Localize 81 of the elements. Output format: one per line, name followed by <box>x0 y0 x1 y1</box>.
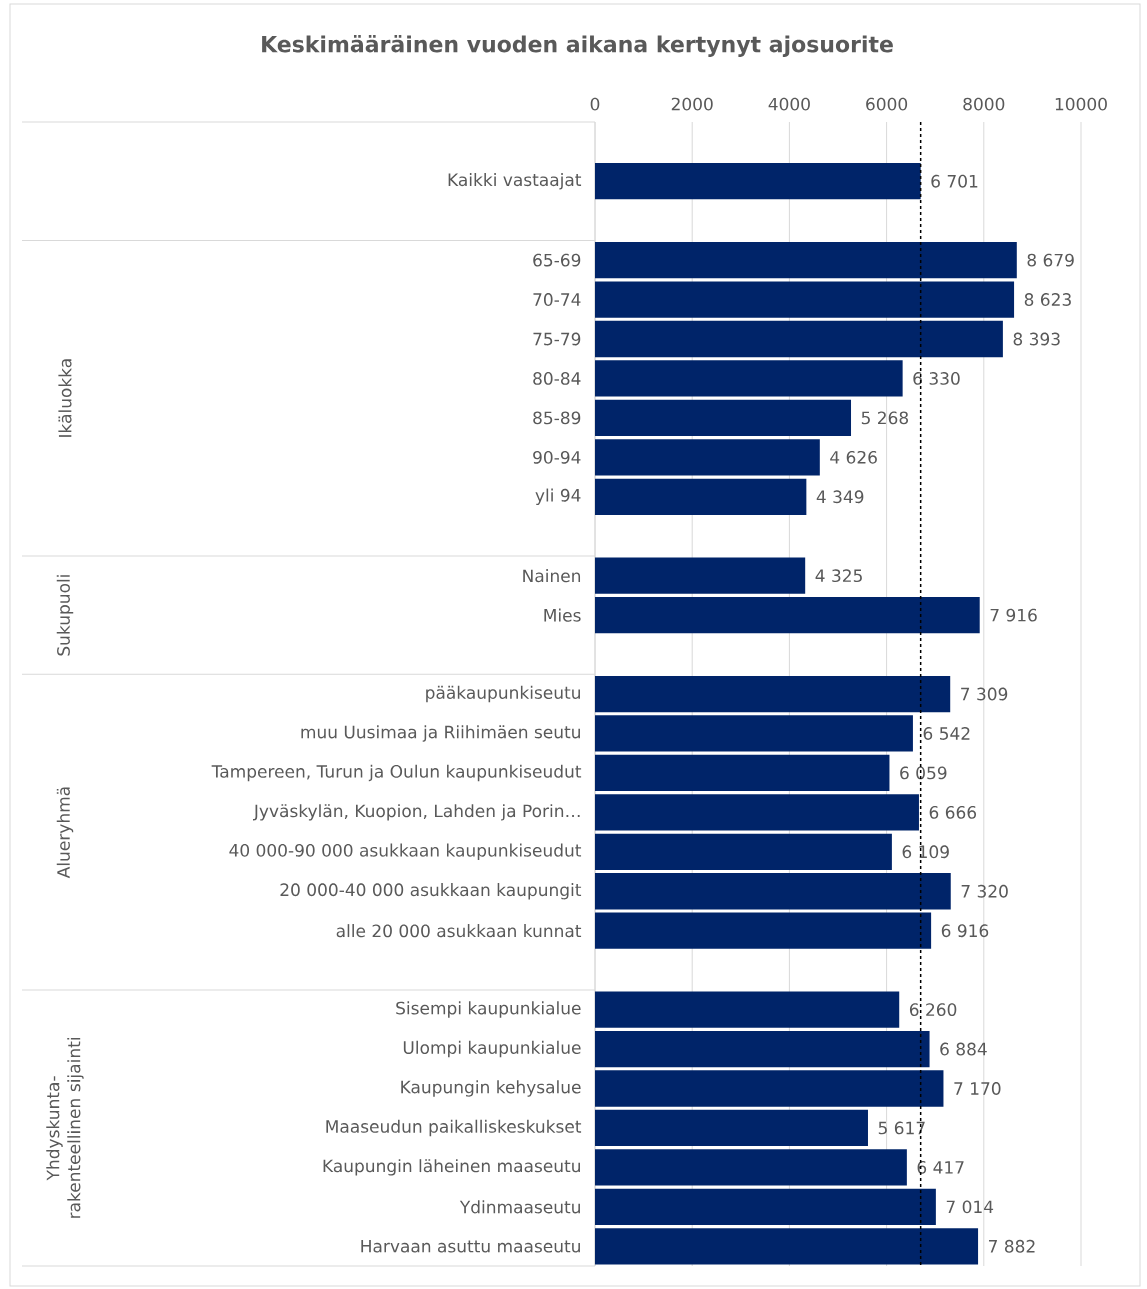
y-tick-label: Kaikki vastaajat <box>448 172 582 190</box>
y-tick-label: Maaseudun paikalliskeskukset <box>326 1119 582 1137</box>
y-tick-label: Mies <box>544 608 581 622</box>
y-tick-label: Ulompi kaupunkialue <box>403 1040 581 1058</box>
bar <box>594 833 892 870</box>
data-label: 7 170 <box>954 1082 1001 1095</box>
y-tick-label: Ydinmaaseutu <box>459 1200 580 1214</box>
y-tick-label: 75-79 <box>533 332 581 346</box>
bar <box>594 1149 907 1186</box>
data-label: 4 349 <box>816 490 864 504</box>
y-tick-label: 70-74 <box>533 293 581 306</box>
y-tick-label: Sisempi kaupunkialue <box>396 1001 581 1018</box>
x-tick-label: 2000 <box>671 97 713 111</box>
y-tick-label: alle 20 000 asukkaan kunnat <box>336 924 582 938</box>
y-tick-label: yli 94 <box>535 488 581 506</box>
data-label: 5 617 <box>878 1121 925 1135</box>
data-label: 4 626 <box>830 450 877 464</box>
data-label: 6 109 <box>902 845 949 859</box>
y-tick-label: 80-84 <box>533 372 581 385</box>
bar <box>594 1070 944 1107</box>
data-label: 7 320 <box>961 884 1008 898</box>
y-tick-label: Kaupungin kehysalue <box>401 1080 581 1097</box>
bar <box>594 715 913 752</box>
text: Yhdyskunta-rakenteellinen sijainti <box>46 1038 84 1218</box>
bar <box>594 320 1003 358</box>
bar <box>594 912 932 949</box>
data-label: 6 260 <box>909 1003 957 1017</box>
data-label: 6 542 <box>923 727 970 740</box>
bar <box>594 557 806 594</box>
data-label: 7 882 <box>988 1239 1035 1253</box>
y-tick-label: Nainen <box>523 569 581 583</box>
y-tick-label: Jyväskylän, Kuopion, Lahden ja Porin… <box>253 804 580 821</box>
bar <box>594 163 921 200</box>
data-label: 6 666 <box>929 805 977 819</box>
bar <box>594 794 919 831</box>
bar <box>594 241 1017 279</box>
data-label: 8 393 <box>1013 332 1060 346</box>
data-label: 6 701 <box>931 174 978 188</box>
data-label: 7 916 <box>990 608 1037 622</box>
bar <box>594 478 807 515</box>
data-label: 5 268 <box>861 411 909 425</box>
y-tick-label: muu Uusimaa ja Riihimäen seutu <box>301 725 580 742</box>
y-tick-label: 65-69 <box>533 253 581 267</box>
bar <box>594 1188 936 1225</box>
y-tick-label: 90-94 <box>533 450 581 464</box>
bar <box>594 1228 979 1265</box>
x-tick-label: 8000 <box>963 97 1005 111</box>
text: Alueryhmä <box>56 787 74 879</box>
bar <box>594 991 900 1028</box>
bar <box>594 873 951 910</box>
data-label: 8 623 <box>1024 293 1071 306</box>
bar <box>594 1109 868 1147</box>
bar <box>594 596 980 634</box>
y-tick-label: 20 000-40 000 asukkaan kaupungit <box>280 883 582 900</box>
y-tick-label: Kaupungin läheinen maaseutu <box>323 1159 580 1176</box>
bar <box>594 754 890 792</box>
bar <box>594 360 903 397</box>
bar <box>594 399 852 437</box>
x-tick-label: 0 <box>590 97 600 111</box>
x-tick-label: 10000 <box>1055 97 1107 111</box>
y-tick-label: 40 000-90 000 asukkaan kaupunkiseudut <box>229 843 582 861</box>
data-label: 6 884 <box>940 1042 987 1056</box>
data-label: 4 325 <box>815 569 862 583</box>
bar <box>594 675 951 713</box>
data-label: 6 916 <box>941 924 989 938</box>
bar <box>594 1030 930 1068</box>
bar <box>594 439 820 476</box>
bar <box>594 281 1015 318</box>
y-tick-label: pääkaupunkiseutu <box>426 685 580 703</box>
data-label: 7 309 <box>961 687 1008 701</box>
data-label: 7 014 <box>946 1200 994 1214</box>
chart-title: Keskimääräinen vuoden aikana kertynyt ajosuorite <box>262 35 893 57</box>
y-tick-label: 85-89 <box>533 411 581 425</box>
x-tick-label: 4000 <box>768 97 810 111</box>
y-tick-label: Tampereen, Turun ja Oulun kaupunkiseudut <box>211 764 582 782</box>
text: Sukupuoli <box>56 575 74 656</box>
data-label: 8 679 <box>1027 253 1074 267</box>
data-label: 6 059 <box>900 766 947 780</box>
text: Ikäluokka <box>58 359 72 437</box>
y-tick-label: Harvaan asuttu maaseutu <box>361 1239 580 1253</box>
x-tick-label: 6000 <box>866 97 908 111</box>
